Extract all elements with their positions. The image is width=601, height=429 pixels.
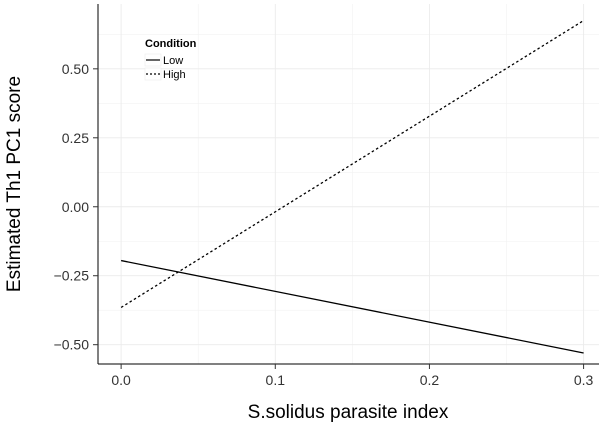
legend-label-low: Low xyxy=(163,55,183,67)
series-layer xyxy=(120,19,584,354)
legend: Condition Low High xyxy=(144,38,197,81)
y-tick-label: 0.00 xyxy=(62,199,89,215)
y-tick-label: 0.50 xyxy=(62,61,89,77)
series-line-low xyxy=(120,259,584,354)
x-ticks: 0.0 0.1 0.2 0.3 xyxy=(111,364,594,388)
major-gridlines xyxy=(98,4,599,364)
y-tick-label: −0.25 xyxy=(54,268,90,284)
y-tick-label: −0.50 xyxy=(54,337,90,353)
legend-label-high: High xyxy=(163,69,186,81)
x-tick-label: 0.1 xyxy=(266,372,286,388)
minor-gridlines xyxy=(98,4,599,364)
x-tick-label: 0.0 xyxy=(111,372,131,388)
legend-items: Low High xyxy=(144,53,186,81)
legend-key-box xyxy=(144,67,162,81)
x-tick-label: 0.2 xyxy=(420,372,440,388)
x-axis-label: S.solidus parasite index xyxy=(248,402,449,423)
y-axis-label: Estimated Th1 PC1 score xyxy=(4,76,25,292)
axes xyxy=(97,4,599,365)
x-tick-label: 0.3 xyxy=(574,372,594,388)
y-tick-label: 0.25 xyxy=(62,130,89,146)
legend-title: Condition xyxy=(145,38,197,50)
y-ticks: −0.50 −0.25 0.00 0.25 0.50 xyxy=(54,61,98,353)
series-line-high xyxy=(120,19,584,309)
